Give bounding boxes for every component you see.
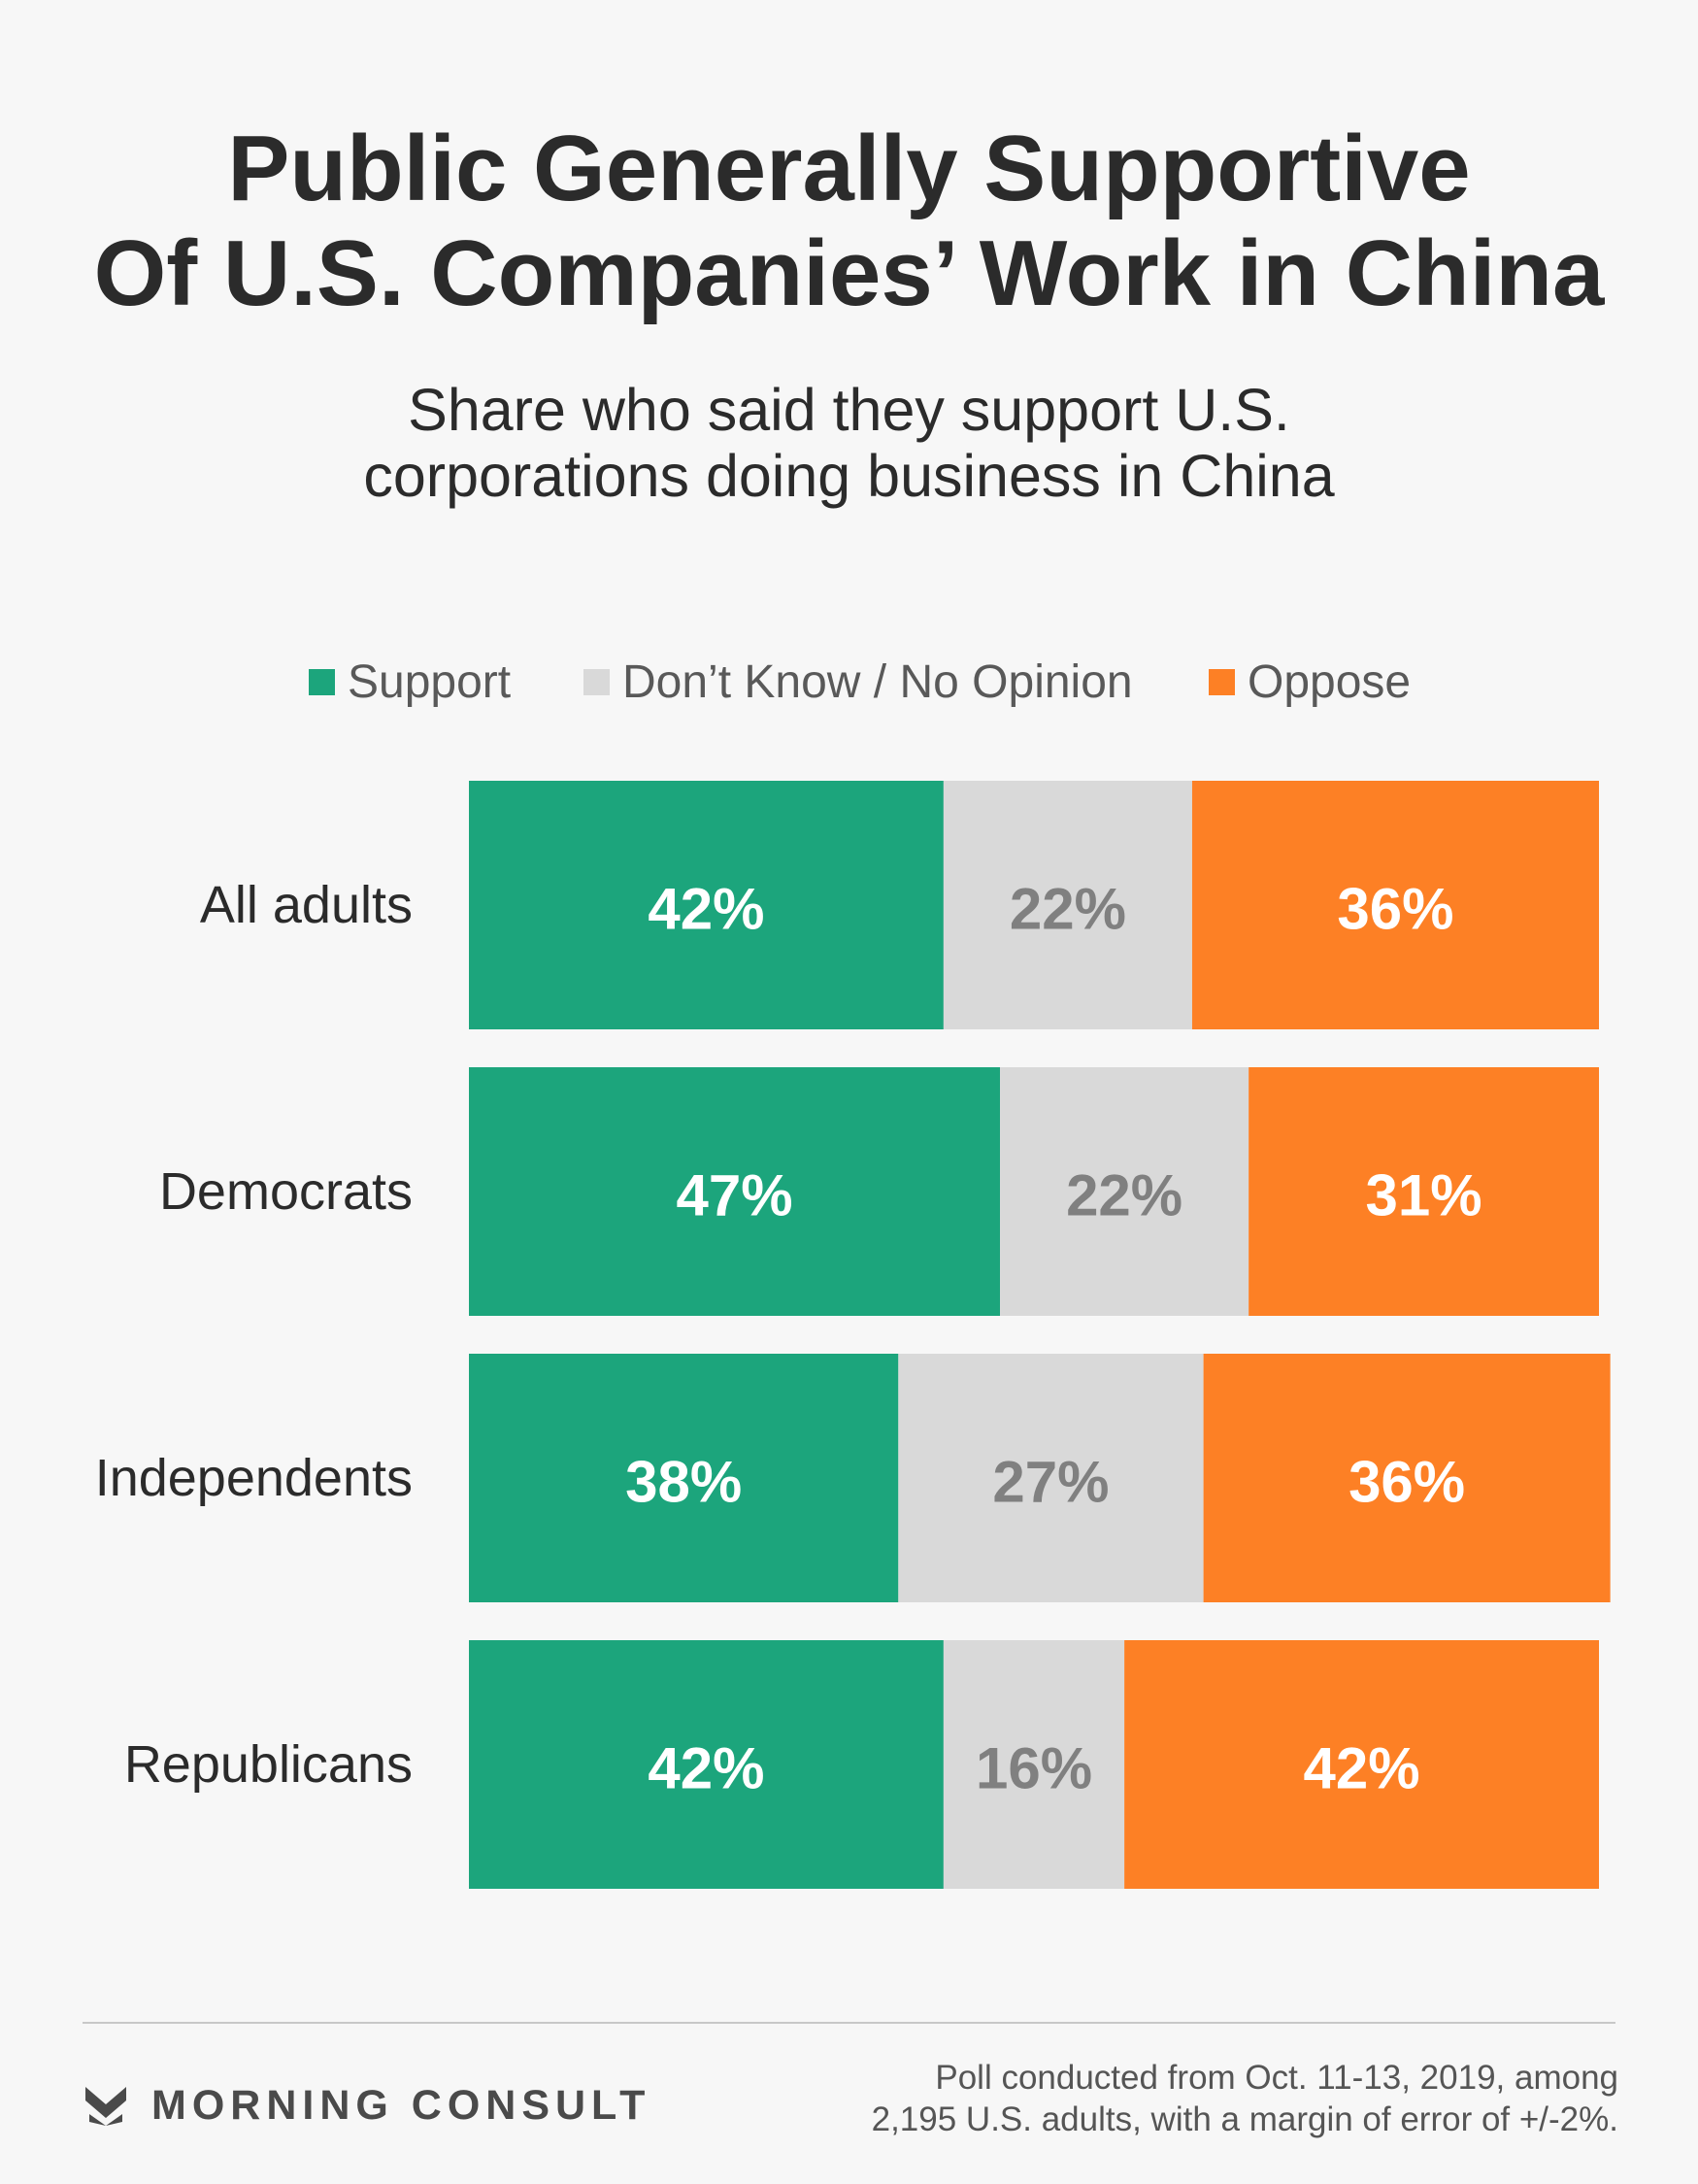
bar-democrats-support bbox=[469, 1067, 1001, 1316]
data-label-all-adults-don-t-know-no-opinion: 22% bbox=[1010, 877, 1126, 942]
chart-title-line-1: Public Generally Supportive bbox=[227, 117, 1471, 220]
bar-republicans-support bbox=[469, 1640, 944, 1889]
legend-item-oppose: Oppose bbox=[1209, 655, 1412, 708]
footer-divider bbox=[83, 2022, 1615, 2024]
brand-logo: MORNING CONSULT bbox=[85, 2080, 650, 2131]
source-note: Poll conducted from Oct. 11-13, 2019, am… bbox=[745, 2057, 1618, 2140]
category-label-all-adults: All adults bbox=[200, 876, 413, 934]
data-label-all-adults-support: 42% bbox=[648, 877, 764, 942]
data-label-republicans-don-t-know-no-opinion: 16% bbox=[976, 1736, 1092, 1801]
bar-all-adults-don-t-know-no-opinion bbox=[943, 781, 1192, 1029]
brand-name: MORNING CONSULT bbox=[151, 2081, 651, 2129]
legend-label-dont-know: Don’t Know / No Opinion bbox=[622, 655, 1133, 708]
bar-independents-support bbox=[469, 1354, 899, 1602]
category-label-democrats: Democrats bbox=[159, 1162, 413, 1221]
data-label-independents-support: 38% bbox=[625, 1450, 742, 1515]
legend-label-oppose: Oppose bbox=[1248, 655, 1412, 708]
data-label-all-adults-oppose: 36% bbox=[1337, 877, 1453, 942]
category-label-independents: Independents bbox=[95, 1449, 413, 1507]
chart-legend: Support Don’t Know / No Opinion Oppose bbox=[0, 655, 1698, 708]
legend-swatch-dont-know bbox=[583, 668, 610, 695]
chart-title: Public Generally Supportive Of U.S. Comp… bbox=[0, 117, 1698, 326]
legend-item-dont-know: Don’t Know / No Opinion bbox=[583, 655, 1133, 708]
data-label-democrats-support: 47% bbox=[676, 1163, 792, 1228]
bar-republicans-don-t-know-no-opinion bbox=[943, 1640, 1125, 1889]
legend-swatch-oppose bbox=[1209, 668, 1235, 695]
legend-swatch-support bbox=[309, 668, 335, 695]
data-label-republicans-oppose: 42% bbox=[1304, 1736, 1420, 1801]
data-label-republicans-support: 42% bbox=[648, 1736, 764, 1801]
source-note-line-2: 2,195 U.S. adults, with a margin of erro… bbox=[871, 2100, 1618, 2138]
bar-all-adults-support bbox=[469, 781, 944, 1029]
data-label-independents-don-t-know-no-opinion: 27% bbox=[992, 1450, 1109, 1515]
chart-title-line-2: Of U.S. Companies’ Work in China bbox=[93, 221, 1605, 325]
bar-republicans-oppose bbox=[1124, 1640, 1599, 1889]
source-note-line-1: Poll conducted from Oct. 11-13, 2019, am… bbox=[935, 2059, 1618, 2097]
bar-democrats-don-t-know-no-opinion bbox=[1000, 1067, 1249, 1316]
bar-all-adults-oppose bbox=[1191, 781, 1599, 1029]
bar-independents-don-t-know-no-opinion bbox=[898, 1354, 1204, 1602]
legend-label-support: Support bbox=[348, 655, 512, 708]
chart-subtitle: Share who said they support U.S. corpora… bbox=[0, 377, 1698, 509]
data-label-democrats-don-t-know-no-opinion: 22% bbox=[1066, 1163, 1182, 1228]
bar-democrats-oppose bbox=[1249, 1067, 1599, 1316]
data-label-independents-oppose: 36% bbox=[1348, 1450, 1465, 1515]
morning-consult-logo-icon bbox=[85, 2087, 126, 2126]
chart-subtitle-line-1: Share who said they support U.S. bbox=[408, 377, 1290, 443]
chart-subtitle-line-2: corporations doing business in China bbox=[363, 443, 1335, 509]
data-label-democrats-oppose: 31% bbox=[1366, 1163, 1482, 1228]
legend-item-support: Support bbox=[309, 655, 512, 708]
category-label-republicans: Republicans bbox=[124, 1735, 413, 1794]
bar-independents-oppose bbox=[1203, 1354, 1611, 1602]
